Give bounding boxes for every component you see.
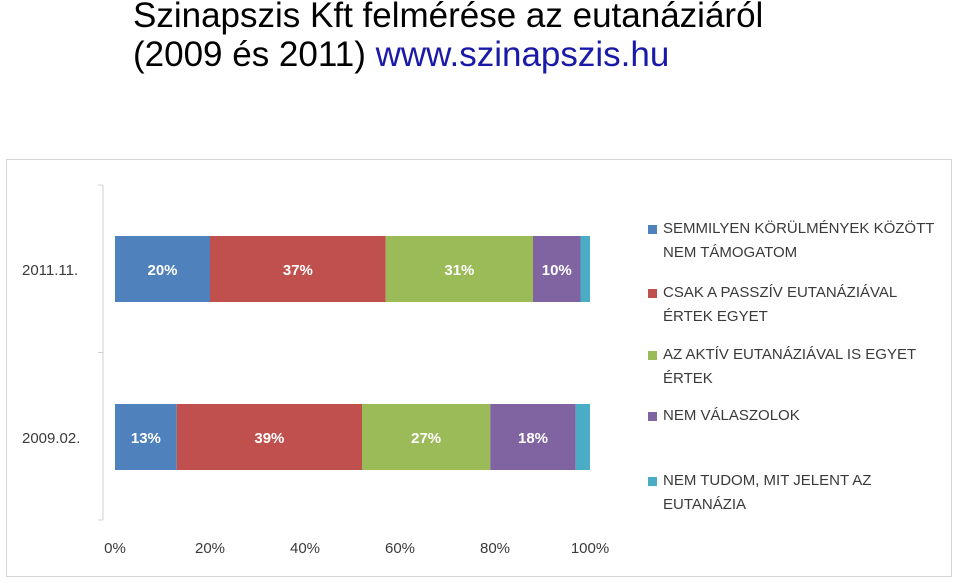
x-tick-label: 0%: [104, 540, 126, 557]
bar-segment: [385, 236, 533, 302]
category-label: 2009.02.: [22, 430, 80, 447]
title-url: www.szinapszis.hu: [375, 35, 670, 74]
legend-swatch: [648, 289, 657, 298]
legend-swatch: [648, 351, 657, 360]
legend-label: NEM TUDOM, MIT JELENT AZ EUTANÁZIA: [663, 472, 872, 513]
chart-frame: [6, 159, 952, 577]
legend-item: SEMMILYEN KÖRÜLMÉNYEK KÖZÖTT NEM TÁMOGAT…: [648, 217, 948, 265]
bar-data-label: 10%: [542, 262, 572, 279]
bar-data-label: 39%: [254, 430, 284, 447]
legend-item: AZ AKTÍV EUTANÁZIÁVAL IS EGYET ÉRTEK: [648, 343, 948, 391]
bar-data-label: 18%: [518, 430, 548, 447]
legend-label: CSAK A PASSZÍV EUTANÁZIÁVAL ÉRTEK EGYET: [663, 284, 897, 325]
x-tick-label: 60%: [385, 540, 415, 557]
legend-swatch: [648, 477, 657, 486]
slide-title: Szinapszis Kft felmérése az eutanáziáról…: [133, 0, 763, 74]
bar-segment: [575, 404, 590, 470]
bar-data-label: 27%: [411, 430, 441, 447]
bar-segment: [176, 404, 362, 470]
bar-segment: [210, 236, 386, 302]
title-line-2: (2009 és 2011) www.szinapszis.hu: [133, 35, 763, 74]
category-label: 2011.11.: [22, 262, 78, 279]
bar-data-label: 37%: [283, 262, 313, 279]
bar-segment: [490, 404, 576, 470]
legend-label: AZ AKTÍV EUTANÁZIÁVAL IS EGYET ÉRTEK: [663, 346, 916, 387]
bar-data-label: 20%: [147, 262, 177, 279]
bar-segment: [362, 404, 491, 470]
bar-segment: [533, 236, 581, 302]
legend-item: NEM VÁLASZOLOK: [648, 404, 948, 428]
legend-item: NEM TUDOM, MIT JELENT AZ EUTANÁZIA: [648, 469, 948, 517]
x-tick-label: 40%: [290, 540, 320, 557]
legend-label: NEM VÁLASZOLOK: [663, 407, 800, 424]
x-tick-label: 100%: [571, 540, 609, 557]
title-line-1: Szinapszis Kft felmérése az eutanáziáról: [133, 0, 764, 35]
x-tick-label: 80%: [480, 540, 510, 557]
bar-segment: [115, 236, 210, 302]
x-tick-label: 20%: [195, 540, 225, 557]
legend-label: SEMMILYEN KÖRÜLMÉNYEK KÖZÖTT NEM TÁMOGAT…: [663, 220, 935, 261]
legend-swatch: [648, 225, 657, 234]
legend-item: CSAK A PASSZÍV EUTANÁZIÁVAL ÉRTEK EGYET: [648, 281, 948, 329]
title-years: (2009 és 2011): [133, 35, 366, 74]
legend-swatch: [648, 412, 657, 421]
bar-data-label: 31%: [444, 262, 474, 279]
bar-segment: [580, 236, 590, 302]
bar-data-label: 13%: [131, 430, 161, 447]
bar-segment: [115, 404, 177, 470]
